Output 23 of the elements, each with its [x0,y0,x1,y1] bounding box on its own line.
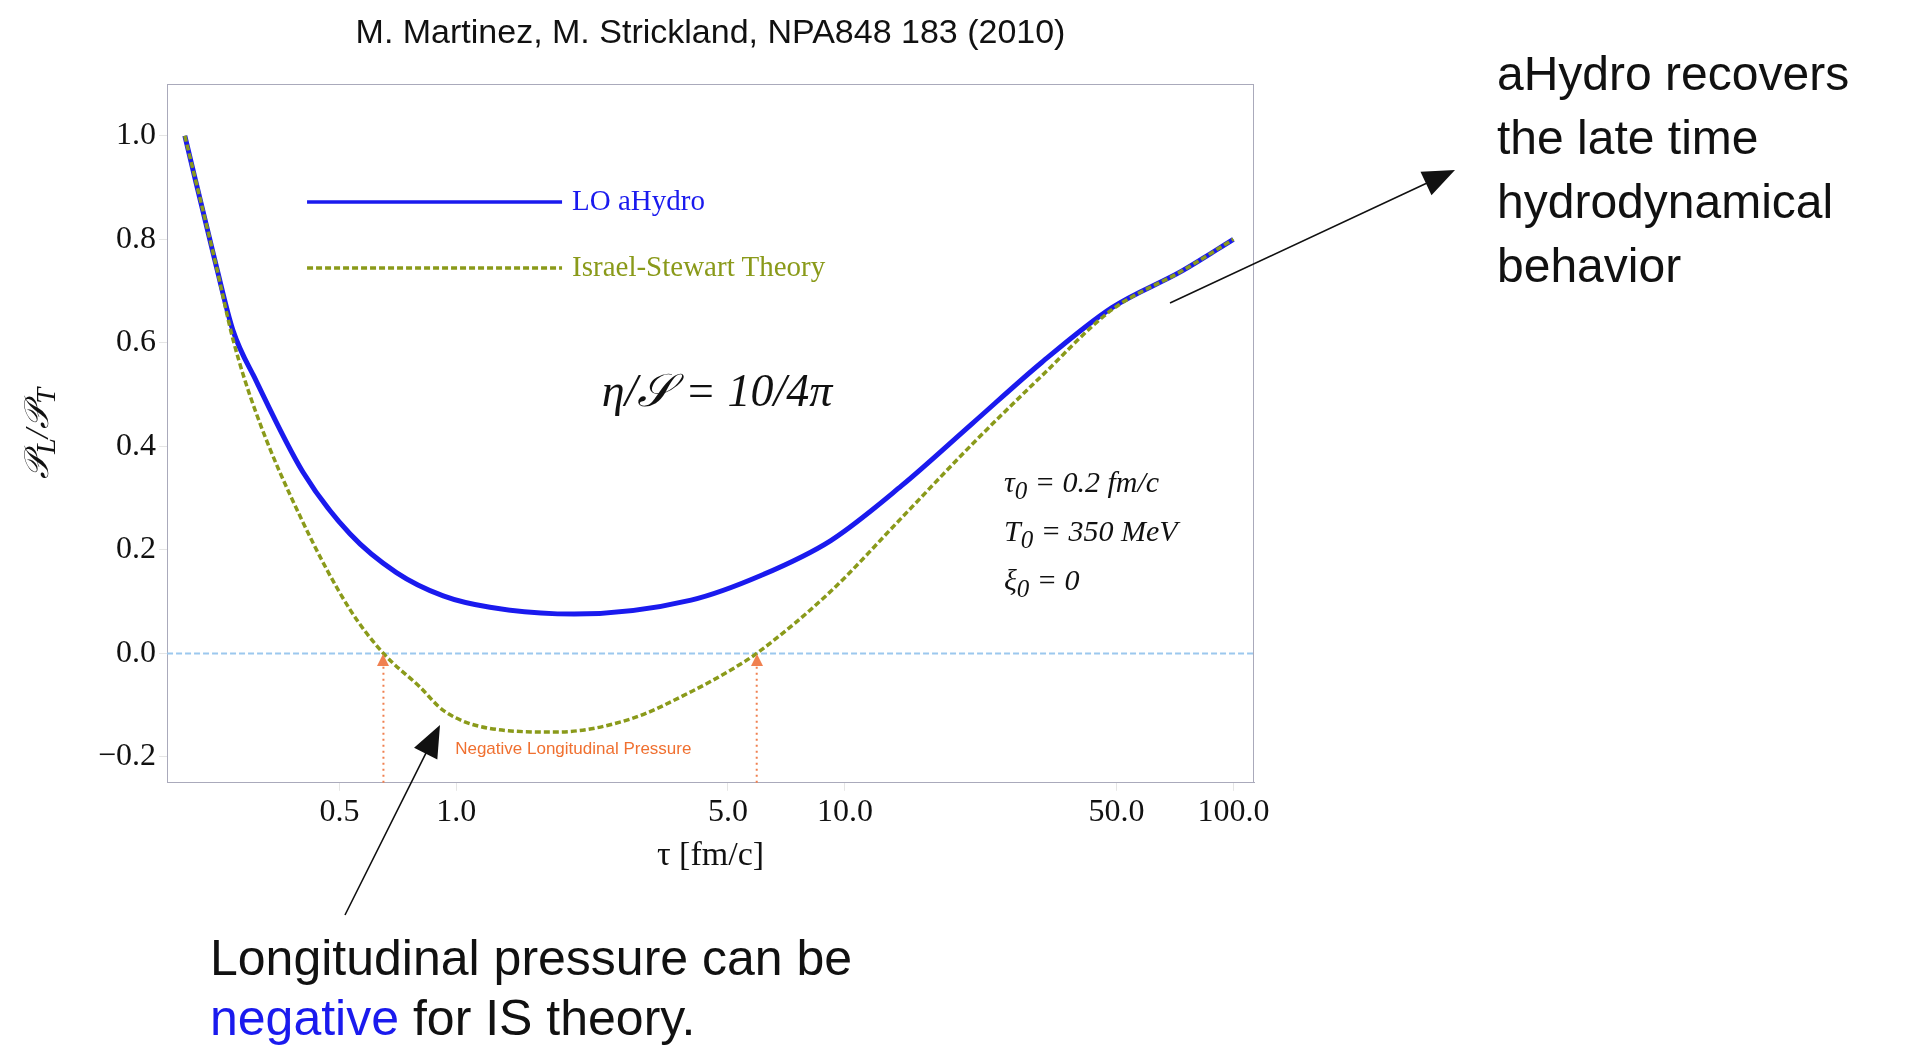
text: Israel-Stewart Theory [572,250,826,283]
y-tick-label: 1.0 [116,115,157,152]
y-tick-label: 0.4 [116,425,157,462]
x-tick-label: 0.5 [319,792,360,829]
annotation: Negative Longitudinal Pressure [454,739,693,760]
x-tick-label: 5.0 [707,792,748,829]
y-tick-label: 0.6 [116,322,157,359]
y-tick-label: 0.2 [116,529,157,566]
annotation: η/𝒮 = 10/4π [601,363,833,418]
y-tick-label: 0.0 [116,632,157,669]
y-tick-label: 0.8 [116,218,157,255]
y-tick-label: −0.2 [98,736,157,773]
text: Longitudinal pressure can be negative for IS theory. [210,929,853,1048]
x-axis-title: τ [fm/c] [656,834,765,872]
x-tick-label: 1.0 [436,792,477,829]
text: LO aHydro [572,184,705,217]
text: aHydro recovers the late time hydrodynamical behavior [1497,46,1851,294]
x-tick-label: 50.0 [1088,792,1145,829]
x-tick-label: 100.0 [1197,792,1270,829]
annotation: ξ$_{0}$ = 0 [1004,562,1080,603]
annotation: τ$_{0}$ = 0.2 fm/c [1004,464,1160,505]
x-tick-label: 10.0 [816,792,873,829]
chart-title: M. Martinez, M. Strickland, NPA848 183 (2010) [354,12,1067,51]
